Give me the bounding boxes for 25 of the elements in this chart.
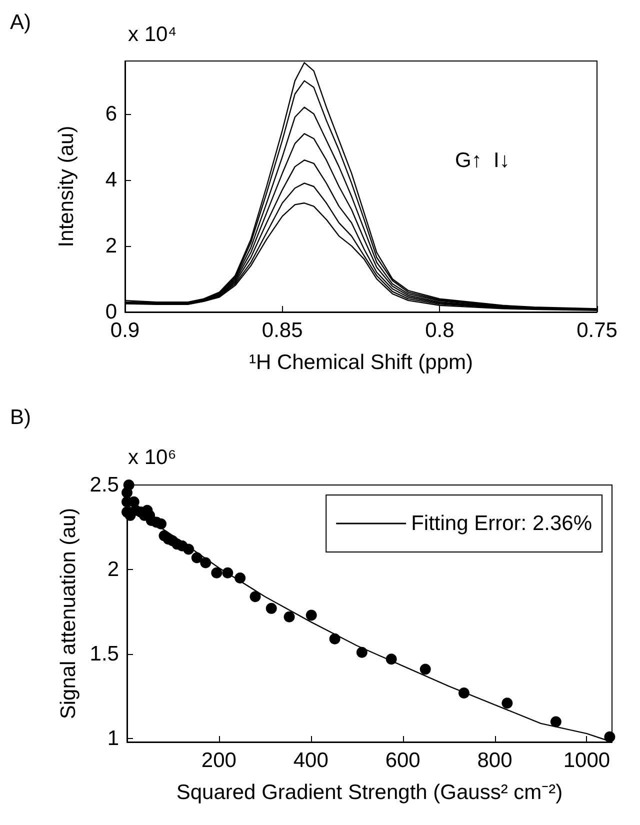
x-axis-title: Squared Gradient Strength (Gauss² cm⁻²) <box>176 781 563 804</box>
y-tick-label: 2.5 <box>90 474 119 496</box>
x-tick-label: 0.8 <box>425 319 454 342</box>
x-tick-label: 0.75 <box>576 319 618 342</box>
y-tick-label: 1.5 <box>90 642 119 666</box>
x-tick-label: 400 <box>293 749 328 772</box>
y-tick-label: 2 <box>105 234 117 258</box>
text: A) <box>10 11 31 34</box>
x-axis-title: ¹H Chemical Shift (ppm) <box>248 351 474 374</box>
y-tick-label: 6 <box>105 102 117 126</box>
x-tick-label: 200 <box>201 749 236 772</box>
text: B) <box>10 406 31 429</box>
y-tick-label: 2 <box>107 558 119 582</box>
x-tick-label: 800 <box>477 749 512 772</box>
x-tick-label: 0.85 <box>262 319 303 342</box>
annotation: G↑ I↓ <box>455 149 510 172</box>
x-tick-label: 600 <box>385 749 420 772</box>
y-tick-label: 1 <box>107 727 119 750</box>
x-tick-label: 1000 <box>563 749 610 772</box>
y-axis-title: Intensity (au) <box>55 126 78 248</box>
text: x 10⁶ <box>128 446 176 469</box>
text: x 10⁴ <box>128 23 177 46</box>
y-tick-label: 4 <box>105 168 118 192</box>
y-axis-title: Signal attenuation (au) <box>56 508 80 720</box>
legend-label: Fitting Error: 2.36% <box>411 512 592 535</box>
